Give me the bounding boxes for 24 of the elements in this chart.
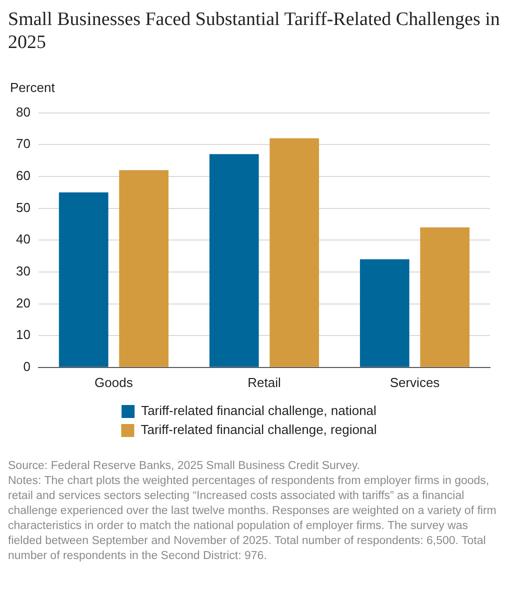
y-tick-label: 50 (16, 200, 30, 215)
y-tick-label: 0 (23, 358, 30, 374)
bar (58, 192, 108, 367)
text: Notes: The chart plots the weighted percentages of respondents from employer firms in goods, retail and services sectors selecting “Increased costs associated with tariffs” as a financial challenge experienced over the last twelve months. Responses are weighted on a variety of firm characteristics in order to match the national population of employer firms. The survey was fielded between September and November of 2025. Total number of respondents: 6,500. Total number of respondents in the Second District: 976. (8, 474, 498, 564)
chart-title: Small Businesses Faced Substantial Tariff-Related Challenges in 2025 (8, 8, 500, 54)
x-tick-label: Retail (248, 374, 281, 390)
y-tick-label: 20 (16, 295, 30, 310)
x-tick-label: Goods (94, 374, 134, 390)
y-tick-label: 70 (16, 136, 30, 152)
y-tick-label: 40 (16, 232, 30, 247)
legend-label: Tariff-related financial challenge, regional (140, 422, 377, 438)
bar (119, 170, 169, 367)
x-tick-label: Services (390, 374, 440, 390)
bar (270, 138, 320, 367)
y-tick-label: 30 (16, 264, 30, 279)
source-note: Source: Federal Reserve Banks, 2025 Small Business Credit Survey. (8, 459, 361, 474)
bar (209, 154, 259, 367)
bar (360, 259, 410, 367)
bar (420, 227, 470, 367)
legend-label: Tariff-related financial challenge, national (141, 403, 377, 418)
y-tick-label: 60 (16, 168, 30, 184)
y-tick-label: 10 (16, 327, 30, 342)
y-axis-title: Percent (10, 80, 56, 95)
y-tick-label: 80 (16, 104, 30, 120)
